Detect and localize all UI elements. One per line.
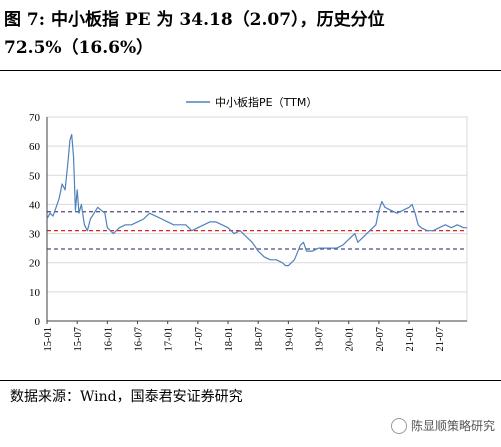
- top-rule: [0, 70, 501, 71]
- x-tick-label: 15-07: [73, 327, 84, 352]
- x-tick-label: 16-07: [134, 327, 145, 352]
- bottom-rule: [0, 380, 501, 381]
- y-tick-label: 70: [29, 112, 41, 124]
- pe-line-chart: 0 10 20 30 40 50 60 70 15-01 15-07 16-01 16-07 17-0…: [29, 95, 468, 352]
- source-note: 数据来源：Wind，国泰君安证券研究: [10, 389, 243, 405]
- x-tick-label: 21-01: [405, 327, 416, 352]
- legend-label: 中小板指PE（TTM）: [215, 95, 317, 109]
- x-tick-label: 20-01: [345, 327, 356, 352]
- plot-frame: [46, 116, 468, 322]
- watermark-text: 陈显顺策略研究: [410, 419, 495, 433]
- x-tick-label: 19-07: [315, 327, 326, 352]
- y-tick-label: 60: [29, 141, 41, 153]
- x-tick-label: 15-01: [43, 327, 54, 352]
- x-tick-label: 17-01: [164, 327, 175, 352]
- y-tick-label: 20: [29, 258, 41, 270]
- x-tick-label: 17-07: [194, 327, 205, 352]
- y-tick-label: 0: [35, 316, 41, 328]
- series-lines: [46, 133, 467, 267]
- y-tick-label: 40: [29, 199, 41, 211]
- y-tick-label: 10: [29, 287, 41, 299]
- x-tick-label: 19-01: [284, 327, 295, 352]
- figure-title: 图 7: 中小板指 PE 为 34.18（2.07），历史分位 72.5%（16…: [4, 10, 385, 58]
- legend: 中小板指PE（TTM）: [186, 95, 317, 109]
- y-tick-labels: 0 10 20 30 40 50 60 70: [29, 112, 41, 328]
- series-line: [46, 133, 467, 267]
- grid: [46, 116, 468, 322]
- x-tick-labels: 15-01 15-07 16-01 16-07 17-01 17-07 18-01 18-07…: [43, 327, 446, 352]
- x-tick-label: 21-07: [435, 327, 446, 352]
- x-tick-label: 18-01: [224, 327, 235, 352]
- x-tick-label: 16-01: [103, 327, 114, 352]
- watermark: 陈显顺策略研究: [390, 417, 495, 434]
- x-tick-label: 20-07: [375, 327, 386, 352]
- y-tick-label: 30: [29, 229, 41, 241]
- axes: [46, 117, 467, 324]
- x-tick-label: 18-07: [254, 327, 265, 352]
- wechat-icon: [390, 417, 407, 434]
- y-tick-label: 50: [29, 170, 41, 182]
